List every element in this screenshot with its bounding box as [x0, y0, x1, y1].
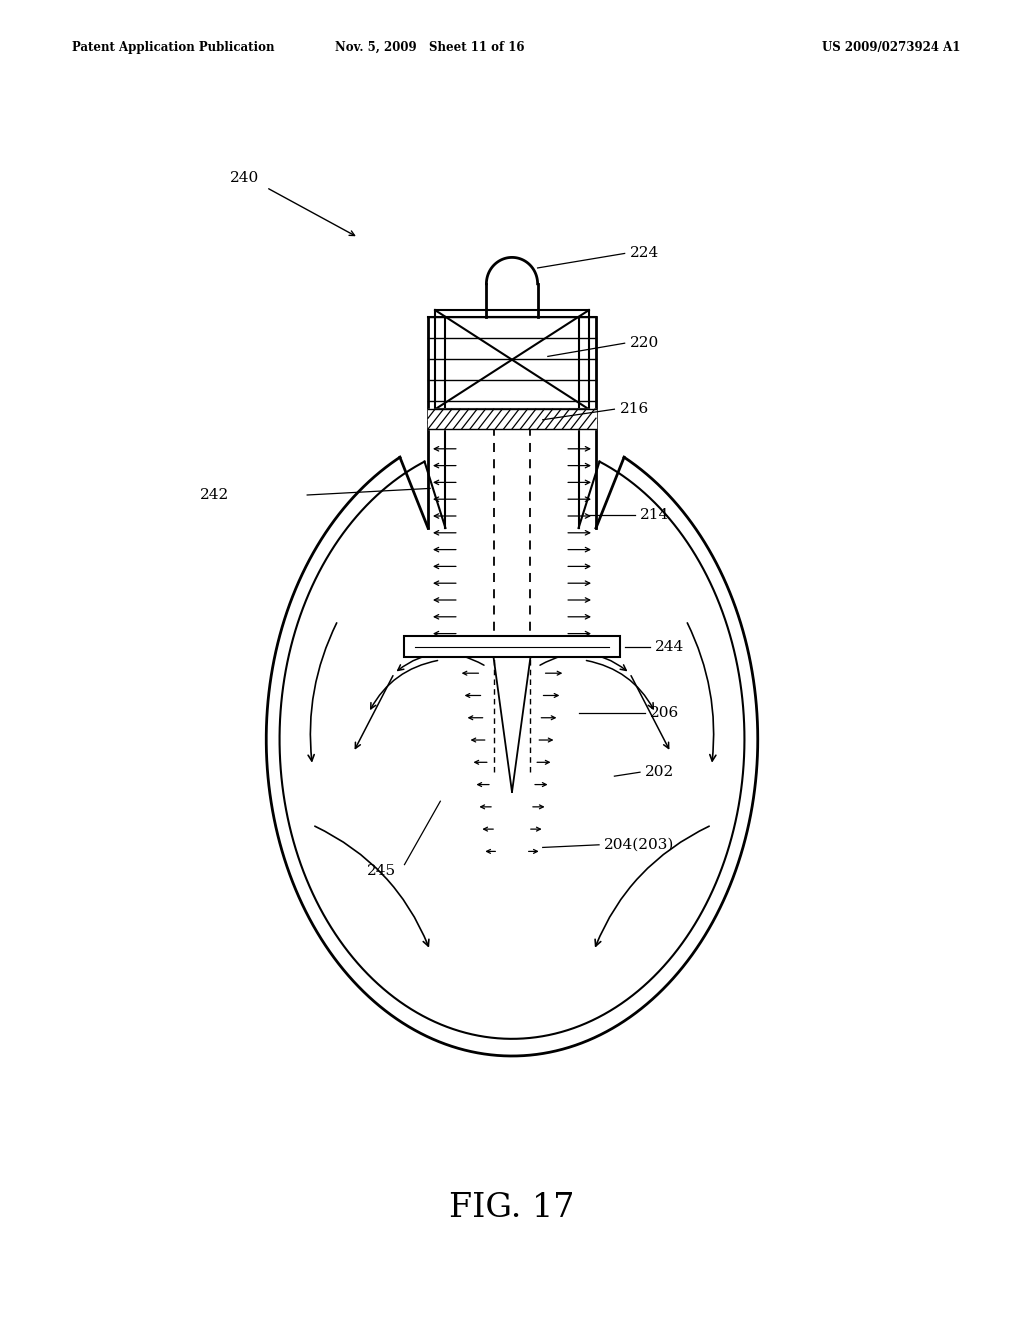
- Text: 206: 206: [650, 706, 680, 719]
- Text: 240: 240: [230, 172, 260, 185]
- Text: 214: 214: [640, 508, 670, 521]
- Text: Nov. 5, 2009   Sheet 11 of 16: Nov. 5, 2009 Sheet 11 of 16: [335, 41, 525, 54]
- Text: 242: 242: [200, 488, 229, 502]
- Text: FIG. 17: FIG. 17: [450, 1192, 574, 1224]
- Text: Patent Application Publication: Patent Application Publication: [72, 41, 274, 54]
- Text: 202: 202: [645, 766, 675, 779]
- Text: 216: 216: [620, 403, 649, 416]
- Text: 224: 224: [630, 247, 659, 260]
- Text: 245: 245: [367, 865, 395, 878]
- Bar: [404, 636, 620, 657]
- Text: US 2009/0273924 A1: US 2009/0273924 A1: [821, 41, 961, 54]
- Text: 204(203): 204(203): [604, 838, 675, 851]
- Text: 220: 220: [630, 337, 659, 350]
- Text: 244: 244: [655, 640, 685, 653]
